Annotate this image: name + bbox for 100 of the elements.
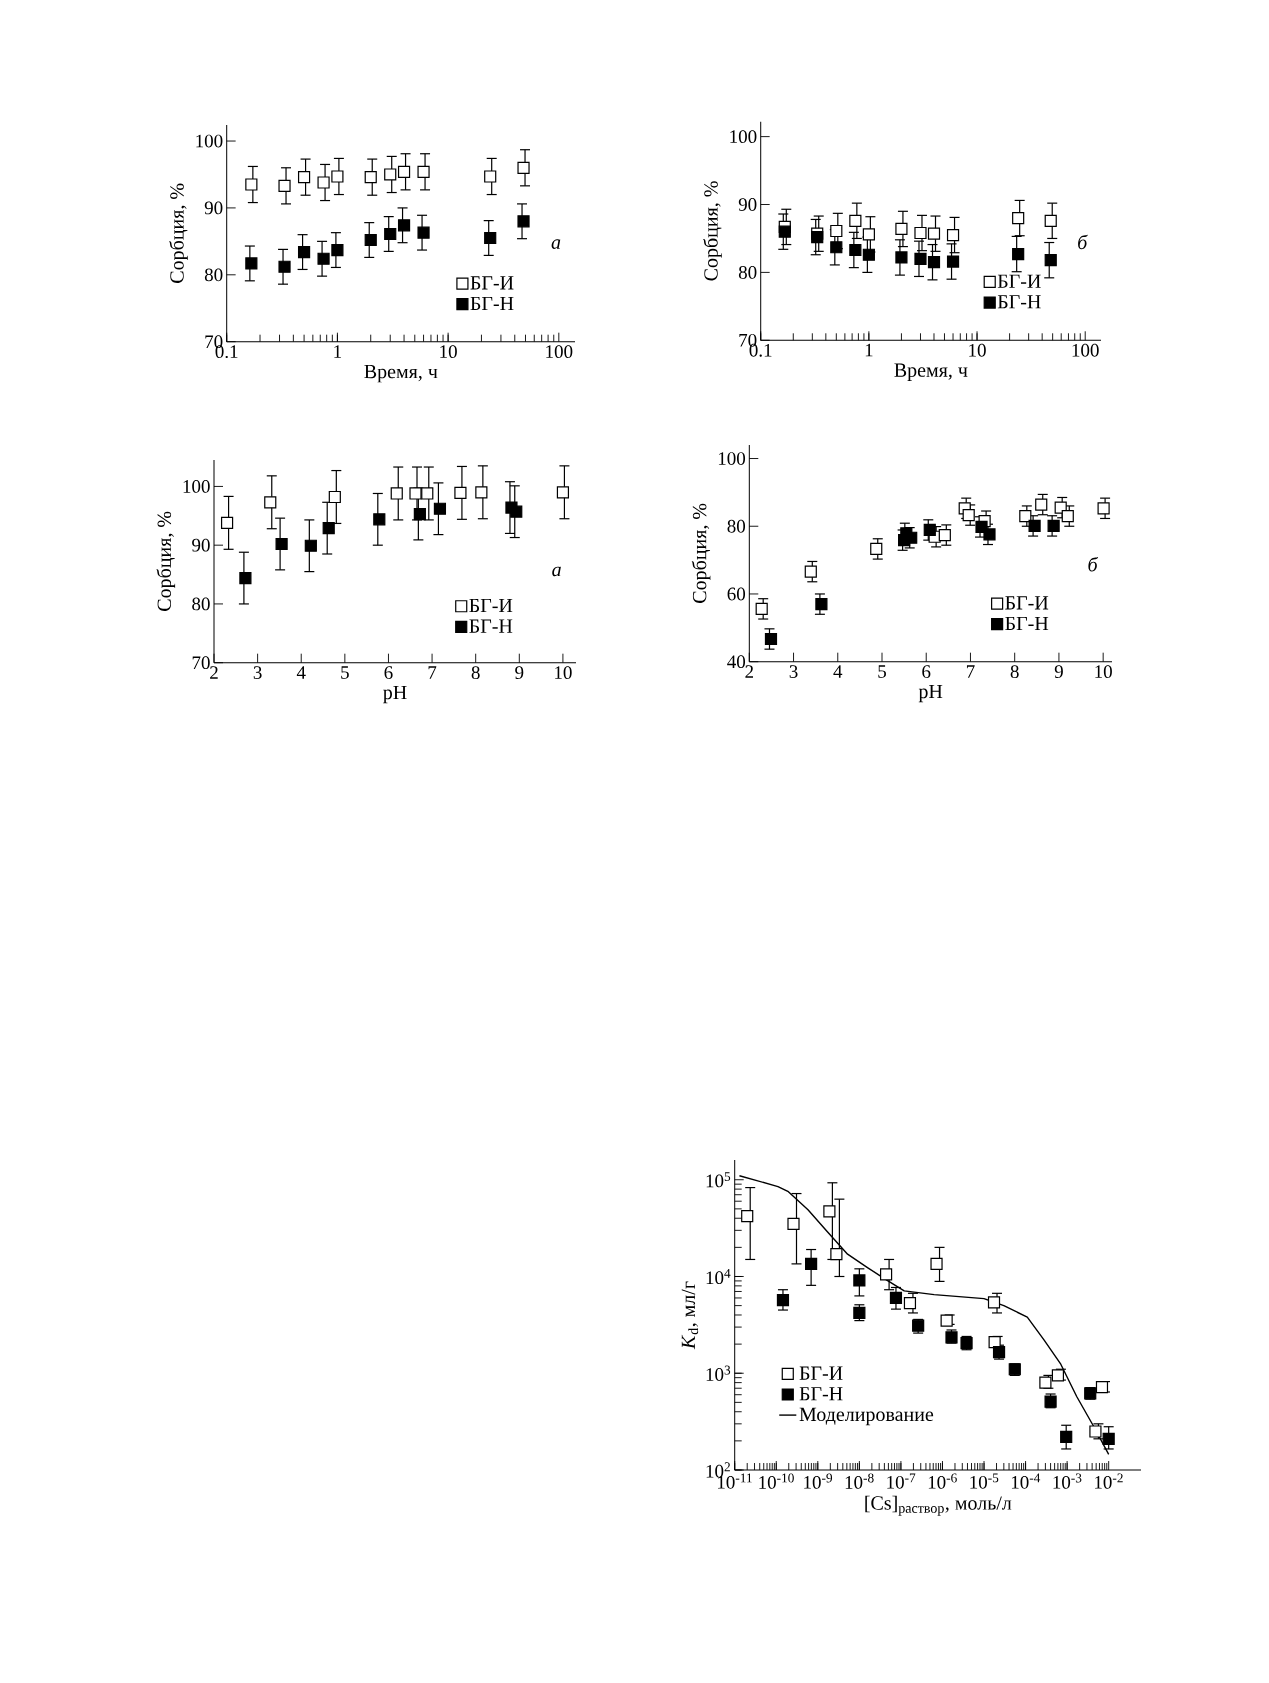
y-tick-label: 100	[730, 130, 757, 144]
point	[870, 542, 883, 556]
x-tick-label: 3	[789, 665, 798, 678]
x-tick-label: 10$^{-10}$	[759, 1473, 794, 1489]
point	[220, 516, 234, 529]
x-tick-label: 100	[1072, 343, 1099, 357]
x-tick-label: 1	[865, 343, 873, 357]
x-tick-label: 2	[210, 666, 218, 679]
x-tick-label: 2	[745, 665, 754, 678]
y-tick-label: 80	[204, 268, 223, 282]
y-tick-label: 80	[727, 519, 746, 533]
y-axis-title: Сорбция, %	[691, 503, 711, 603]
legend-label: БГ-И	[469, 598, 513, 613]
y-tick-label: 10$^{5}$	[706, 1172, 731, 1188]
point	[815, 598, 828, 611]
y-axis-title: Сорбция, %	[156, 511, 176, 611]
x-tick-label: 10	[969, 343, 986, 357]
legend-label: БГ-И	[997, 274, 1041, 288]
x-tick-label: 10$^{-9}$	[804, 1473, 833, 1489]
y-tick-label: 90	[204, 201, 223, 215]
legend-label: БГ-Н	[1005, 616, 1049, 630]
point	[275, 537, 288, 551]
legend-label: БГ-И	[799, 1366, 843, 1380]
x-axis-title: pH	[383, 685, 407, 704]
x-tick-label: 6	[384, 666, 393, 679]
x-tick-label: 100	[546, 345, 573, 359]
x-tick-label: 7	[966, 665, 975, 678]
x-tick-label: 10$^{-7}$	[887, 1473, 916, 1489]
y-axis-title: Сорбция, %	[703, 181, 722, 281]
x-tick-label: 10$^{-4}$	[1011, 1473, 1041, 1489]
legend-label: БГ-Н	[469, 619, 513, 633]
point	[409, 487, 422, 500]
point	[421, 487, 434, 500]
x-tick-label: 8	[1010, 665, 1019, 679]
point	[390, 487, 403, 500]
x-tick-label: 10$^{-5}$	[970, 1473, 999, 1489]
x-tick-label: 5	[878, 665, 886, 678]
point	[1035, 498, 1048, 511]
y-axis-title: K$_{d}$, мл/г	[681, 1281, 699, 1350]
x-tick-label: 7	[428, 666, 437, 679]
point	[1028, 519, 1041, 533]
x-axis-title: Время, ч	[894, 363, 968, 381]
y-tick-label: 60	[727, 587, 746, 601]
point	[373, 513, 386, 526]
x-tick-label: 4	[296, 666, 306, 679]
y-tick-label: 100	[718, 452, 746, 465]
x-tick-label: 10	[1095, 665, 1112, 679]
x-tick-label: 6	[922, 665, 931, 678]
y-tick-label: 80	[192, 597, 210, 611]
legend-label: БГ-Н	[997, 295, 1041, 309]
point	[962, 508, 975, 522]
legend-label: БГ-Н	[799, 1387, 843, 1401]
point	[1097, 502, 1110, 515]
x-tick-label: 5	[341, 666, 349, 679]
point	[454, 486, 467, 499]
point	[328, 490, 341, 504]
point	[264, 496, 277, 509]
y-tick-label: 70	[192, 656, 210, 670]
point	[755, 602, 768, 615]
x-tick-label: 9	[1054, 665, 1063, 678]
legend-label: БГ-Н	[470, 296, 514, 310]
point	[804, 565, 817, 578]
annotation: б	[1088, 556, 1099, 572]
point	[239, 571, 252, 585]
point	[475, 486, 488, 499]
point	[433, 502, 447, 515]
x-tick-label: 10$^{-6}$	[928, 1473, 957, 1489]
x-tick-label: 4	[833, 665, 843, 678]
point	[556, 486, 570, 499]
x-tick-label: 1	[334, 345, 342, 358]
x-tick-label: 10	[555, 666, 572, 680]
y-tick-label: 10$^{4}$	[706, 1268, 731, 1285]
y-tick-label: 40	[727, 655, 746, 669]
y-tick-label: 100	[183, 480, 210, 493]
x-tick-label: 9	[515, 666, 524, 679]
x-tick-label: 10$^{-2}$	[1095, 1473, 1123, 1489]
point	[764, 632, 778, 646]
y-axis-title: Сорбция, %	[169, 183, 188, 283]
x-tick-label: 3	[253, 666, 262, 679]
legend-label: БГ-И	[470, 276, 514, 290]
annotation: а	[552, 566, 561, 577]
x-axis-title: Время, ч	[364, 364, 438, 383]
legend-label: БГ-И	[1005, 596, 1049, 610]
point	[322, 522, 335, 535]
point	[1019, 509, 1032, 523]
y-tick-label: 80	[738, 265, 757, 279]
point	[510, 505, 523, 518]
y-tick-label: 90	[192, 538, 210, 552]
annotation: б	[1078, 234, 1088, 250]
point	[304, 539, 317, 552]
y-tick-label: 90	[738, 198, 757, 211]
x-tick-label: 10$^{-3}$	[1053, 1473, 1082, 1489]
legend-label: Моделирование	[799, 1407, 934, 1426]
x-tick-label: 8	[471, 666, 480, 680]
x-tick-label: 10$^{-8}$	[845, 1473, 874, 1489]
annotation: а	[551, 239, 561, 249]
y-tick-label: 100	[196, 134, 223, 148]
x-tick-label: 10	[440, 345, 457, 359]
x-axis-title: pH	[918, 684, 943, 703]
x-axis-title: [Cs]$_{раствор}$, моль/л	[865, 1495, 1012, 1516]
